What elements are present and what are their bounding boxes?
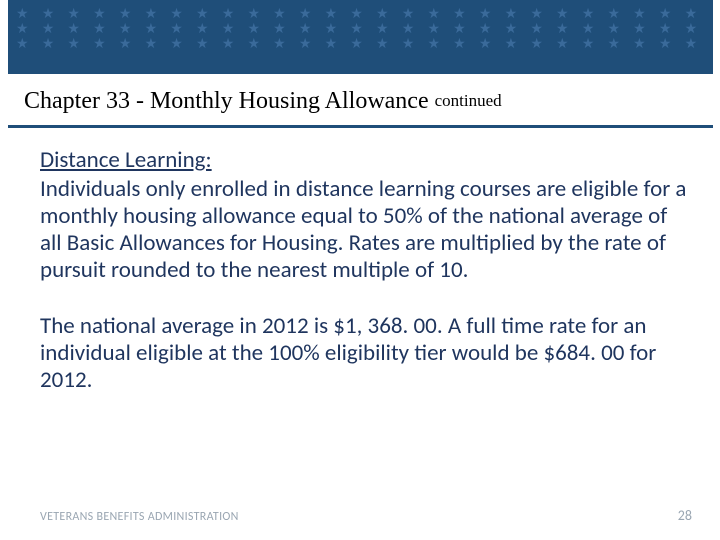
paragraph-1: Individuals only enrolled in distance le… [40,176,688,285]
header-band: ★ ★ ★ ★ ★ ★ ★ ★ ★ ★ ★ ★ ★ ★ ★ ★ ★ ★ ★ ★ … [8,0,713,128]
subheading: Distance Learning: [40,146,688,174]
footer-org: VETERANS BENEFITS ADMINISTRATION [40,510,239,524]
star-row: ★ ★ ★ ★ ★ ★ ★ ★ ★ ★ ★ ★ ★ ★ ★ ★ ★ ★ ★ ★ … [16,36,705,51]
title-underline [8,125,713,128]
slide-title: Chapter 33 - Monthly Housing Allowance [24,88,429,115]
footer: VETERANS BENEFITS ADMINISTRATION 28 [40,507,692,524]
star-row: ★ ★ ★ ★ ★ ★ ★ ★ ★ ★ ★ ★ ★ ★ ★ ★ ★ ★ ★ ★ … [16,6,705,21]
paragraph-2: The national average in 2012 is $1, 368.… [40,313,688,394]
slide-title-continued: continued [435,91,502,111]
slide: ★ ★ ★ ★ ★ ★ ★ ★ ★ ★ ★ ★ ★ ★ ★ ★ ★ ★ ★ ★ … [0,0,720,540]
page-number: 28 [678,507,692,524]
body-content: Distance Learning: Individuals only enro… [0,128,720,394]
star-row: ★ ★ ★ ★ ★ ★ ★ ★ ★ ★ ★ ★ ★ ★ ★ ★ ★ ★ ★ ★ … [16,21,705,36]
star-pattern: ★ ★ ★ ★ ★ ★ ★ ★ ★ ★ ★ ★ ★ ★ ★ ★ ★ ★ ★ ★ … [16,6,705,51]
title-bar: Chapter 33 - Monthly Housing Allowance c… [8,74,713,128]
